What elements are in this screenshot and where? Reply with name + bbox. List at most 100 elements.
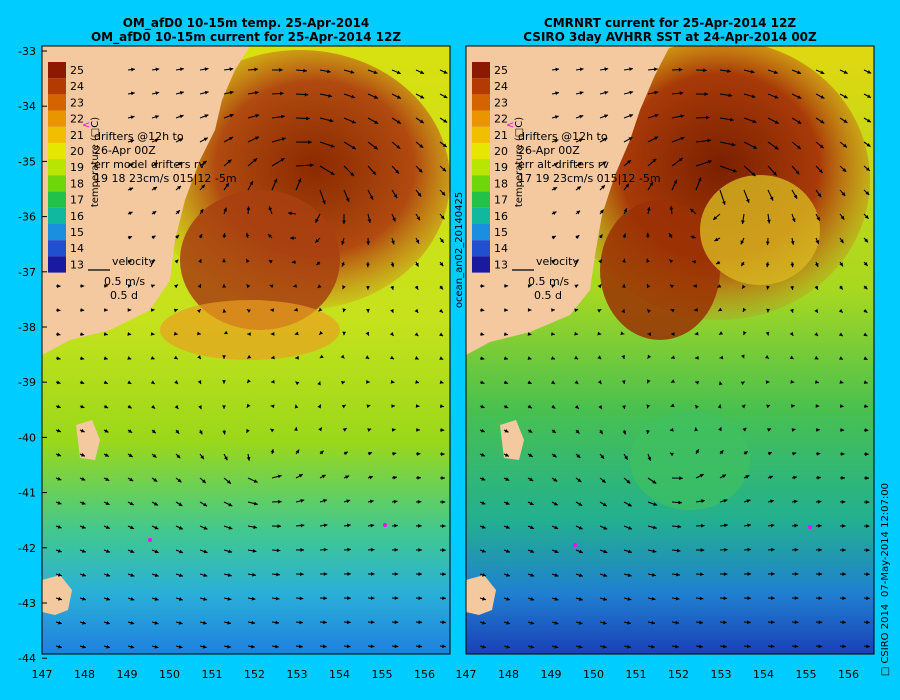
current-arrow-head bbox=[203, 549, 208, 554]
current-arrow-head bbox=[270, 331, 275, 336]
current-arrow-head bbox=[246, 456, 251, 461]
current-arrow-head bbox=[175, 234, 179, 239]
current-arrow-head bbox=[58, 644, 62, 649]
current-arrow-head bbox=[246, 403, 251, 408]
velocity-label: velocity bbox=[536, 255, 579, 268]
current-arrow-head bbox=[176, 454, 181, 459]
current-arrow-head bbox=[841, 192, 846, 196]
current-arrow-head bbox=[318, 427, 322, 432]
colorbar-tick-label: 15 bbox=[494, 226, 508, 239]
current-arrow-head bbox=[56, 356, 61, 361]
current-arrow-head bbox=[528, 453, 533, 457]
current-arrow-head bbox=[814, 379, 819, 384]
current-arrow-head bbox=[173, 308, 178, 313]
current-arrow-head bbox=[794, 644, 799, 649]
current-arrow-head bbox=[389, 331, 394, 336]
current-arrow-head bbox=[105, 501, 110, 505]
current-arrow-head bbox=[80, 332, 85, 337]
current-arrow-head bbox=[443, 94, 448, 98]
current-arrow-head bbox=[867, 70, 872, 74]
current-arrow-head bbox=[56, 380, 61, 385]
current-arrow-head bbox=[629, 67, 633, 72]
current-arrow-head bbox=[227, 159, 232, 164]
current-arrow-head bbox=[277, 524, 282, 529]
current-arrow-head bbox=[864, 238, 869, 243]
current-arrow-head bbox=[723, 572, 728, 576]
current-arrow-head bbox=[842, 168, 847, 172]
current-arrow-head bbox=[863, 308, 868, 313]
current-arrow-head bbox=[391, 404, 395, 408]
current-arrow-head bbox=[865, 452, 869, 456]
current-arrow-head bbox=[551, 429, 556, 433]
current-arrow-head bbox=[766, 404, 771, 409]
current-arrow-head bbox=[794, 596, 799, 601]
current-arrow-head bbox=[574, 308, 579, 313]
current-arrow-head bbox=[294, 331, 299, 336]
colorbar-swatch bbox=[472, 143, 490, 160]
current-arrow-head bbox=[246, 258, 250, 263]
current-arrow-head bbox=[650, 644, 655, 649]
current-arrow-head bbox=[626, 479, 631, 484]
current-arrow-head bbox=[707, 160, 712, 164]
current-arrow-head bbox=[742, 427, 747, 432]
velocity-days: 0.5 d bbox=[534, 289, 562, 302]
current-arrow-head bbox=[530, 549, 535, 553]
current-arrow-head bbox=[770, 499, 774, 504]
current-arrow-head bbox=[796, 145, 801, 149]
lat-tick-label: -34 bbox=[18, 100, 36, 113]
colorbar-swatch bbox=[48, 159, 66, 176]
current-arrow-head bbox=[715, 260, 720, 265]
current-arrow-head bbox=[551, 380, 556, 384]
current-arrow-head bbox=[246, 284, 251, 289]
current-arrow-head bbox=[717, 404, 722, 409]
current-arrow-head bbox=[442, 596, 446, 601]
current-arrow-head bbox=[280, 158, 285, 162]
current-arrow-head bbox=[198, 259, 202, 264]
current-arrow-head bbox=[441, 452, 445, 456]
current-arrow-head bbox=[350, 70, 355, 74]
current-arrow-head bbox=[603, 138, 608, 142]
current-arrow-head bbox=[814, 285, 819, 290]
current-arrow-head bbox=[530, 573, 535, 577]
current-arrow-head bbox=[699, 620, 704, 625]
current-arrow-head bbox=[254, 90, 259, 95]
current-arrow-head bbox=[678, 500, 682, 505]
current-arrow-head bbox=[814, 332, 819, 337]
lon-tick-label: 154 bbox=[329, 668, 350, 681]
current-arrow-head bbox=[554, 644, 559, 649]
colorbar-tick-label: 17 bbox=[494, 194, 508, 207]
current-arrow-head bbox=[675, 620, 680, 625]
current-arrow-head bbox=[271, 355, 275, 360]
colorbar-tick-label: 19 bbox=[70, 161, 84, 174]
current-arrow-head bbox=[550, 356, 555, 360]
current-arrow-head bbox=[204, 114, 209, 118]
lon-tick-label: 152 bbox=[668, 668, 689, 681]
current-arrow-head bbox=[341, 241, 345, 245]
current-arrow-head bbox=[626, 644, 631, 649]
current-arrow-head bbox=[601, 185, 605, 190]
current-arrow-head bbox=[480, 380, 485, 385]
current-arrow-head bbox=[553, 187, 558, 191]
current-arrow-head bbox=[418, 644, 423, 649]
current-arrow-head bbox=[751, 94, 756, 99]
current-arrow-head bbox=[576, 454, 581, 458]
current-arrow-head bbox=[481, 501, 486, 505]
current-arrow-head bbox=[866, 596, 870, 601]
current-arrow-head bbox=[578, 502, 583, 506]
current-arrow-head bbox=[204, 90, 209, 95]
current-arrow-head bbox=[646, 206, 651, 211]
current-arrow-head bbox=[740, 381, 745, 386]
current-arrow-head bbox=[620, 331, 625, 336]
lat-tick-label: -43 bbox=[18, 597, 36, 610]
current-arrow-head bbox=[130, 573, 135, 577]
lon-tick-label: 149 bbox=[117, 668, 138, 681]
current-arrow-head bbox=[627, 502, 632, 507]
current-arrow-head bbox=[481, 477, 486, 481]
current-arrow-head bbox=[370, 572, 375, 576]
current-arrow-head bbox=[414, 356, 419, 360]
current-arrow-head bbox=[579, 114, 584, 119]
current-arrow-head bbox=[317, 381, 321, 386]
current-arrow-head bbox=[173, 355, 178, 360]
lon-tick-label: 151 bbox=[626, 668, 647, 681]
drifter-legend-line: 19 18 23cm/s 015|12 -5m bbox=[94, 172, 237, 185]
